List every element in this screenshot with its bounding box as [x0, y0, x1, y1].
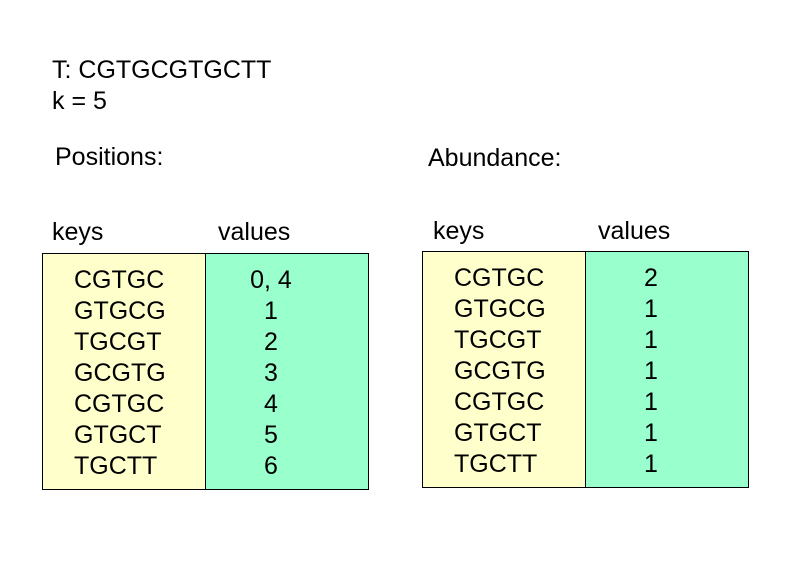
- k-value-label: k = 5: [52, 87, 107, 115]
- abundance-keys-column: CGTGC GTGCG TGCGT GCGTG CGTGC GTGCT TGCTT: [423, 252, 586, 487]
- positions-value-cell: 6: [264, 452, 278, 480]
- abundance-key-cell: TGCTT: [454, 450, 538, 478]
- abundance-values-column: 2 1 1 1 1 1 1: [586, 252, 748, 487]
- positions-key-cell: TGCGT: [74, 328, 162, 356]
- abundance-key-cell: GCGTG: [454, 357, 546, 385]
- positions-title: Positions:: [55, 143, 164, 171]
- abundance-key-cell: CGTGC: [454, 388, 545, 416]
- abundance-key-cell: TGCGT: [454, 326, 542, 354]
- positions-values-column: 0, 4 1 2 3 4 5 6: [206, 254, 368, 489]
- abundance-key-cell: GTGCT: [454, 419, 542, 447]
- abundance-value-cell: 2: [644, 264, 658, 292]
- positions-key-cell: GTGCT: [74, 421, 162, 449]
- abundance-value-cell: 1: [644, 388, 658, 416]
- positions-table: CGTGC GTGCG TGCGT GCGTG CGTGC GTGCT TGCTT 0, 4…: [42, 253, 369, 490]
- abundance-value-cell: 1: [644, 450, 658, 478]
- abundance-values-header: values: [598, 217, 671, 245]
- abundance-table: CGTGC GTGCG TGCGT GCGTG CGTGC GTGCT TGCTT 2 1 1 1…: [422, 251, 749, 488]
- positions-value-cell: 1: [264, 297, 278, 325]
- abundance-value-cell: 1: [644, 326, 658, 354]
- positions-key-cell: CGTGC: [74, 266, 165, 294]
- positions-key-cell: CGTGC: [74, 390, 165, 418]
- positions-value-cell: 0, 4: [250, 266, 292, 294]
- abundance-title: Abundance:: [428, 144, 562, 172]
- positions-keys-header: keys: [52, 218, 104, 246]
- positions-value-cell: 3: [264, 359, 278, 387]
- positions-key-cell: TGCTT: [74, 452, 158, 480]
- positions-value-cell: 2: [264, 328, 278, 356]
- abundance-keys-header: keys: [433, 217, 485, 245]
- abundance-key-cell: GTGCG: [454, 295, 546, 323]
- positions-key-cell: GTGCG: [74, 297, 166, 325]
- positions-values-header: values: [218, 218, 291, 246]
- positions-key-cell: GCGTG: [74, 359, 166, 387]
- abundance-value-cell: 1: [644, 419, 658, 447]
- positions-value-cell: 5: [264, 421, 278, 449]
- abundance-value-cell: 1: [644, 295, 658, 323]
- text-sequence-label: T: CGTGCGTGCTT: [52, 56, 272, 84]
- positions-value-cell: 4: [264, 390, 278, 418]
- abundance-value-cell: 1: [644, 357, 658, 385]
- abundance-key-cell: CGTGC: [454, 264, 545, 292]
- positions-keys-column: CGTGC GTGCG TGCGT GCGTG CGTGC GTGCT TGCTT: [43, 254, 206, 489]
